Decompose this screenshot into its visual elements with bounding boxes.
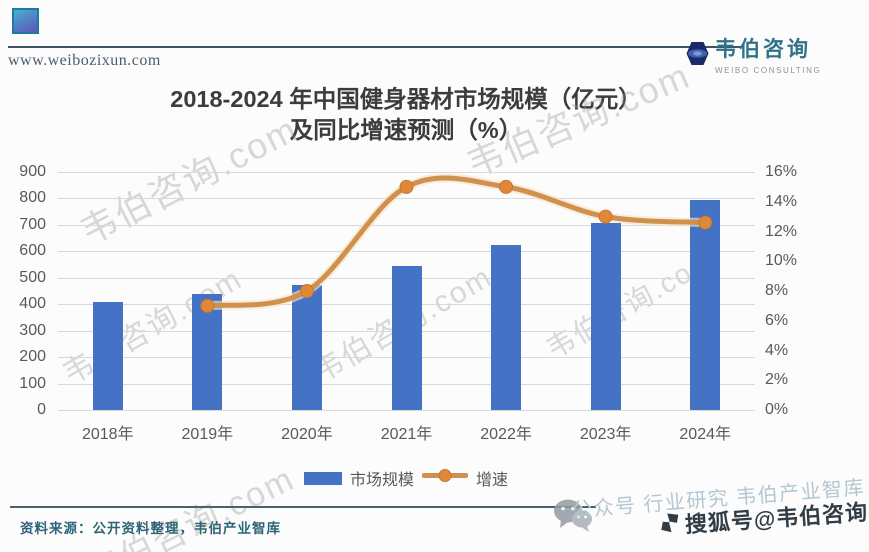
x-axis-tick: 2023年 (579, 426, 632, 443)
gridline (58, 251, 755, 253)
y-axis-left-tick: 700 (19, 215, 46, 233)
hexagon-gem-icon (686, 41, 709, 71)
line-marker (598, 209, 613, 224)
x-axis-tick: 2024年 (679, 426, 731, 443)
gridline (58, 172, 755, 173)
bar-2022年 (491, 244, 522, 410)
chart-title-line1: 2018-2024 年中国健身器材市场规模（亿元） (170, 86, 642, 112)
y-axis-right-tick: 2% (765, 371, 789, 389)
header-divider (8, 46, 744, 48)
legend-line-swatch (421, 468, 469, 488)
y-axis-left-tick: 500 (19, 268, 46, 286)
y-axis-right-tick: 10% (765, 252, 798, 270)
bar-2019年 (192, 294, 223, 410)
chart-title: 2018-2024 年中国健身器材市场规模（亿元） 及同比增速预测（%） (0, 84, 812, 146)
corner-logo-square (12, 8, 39, 34)
line-marker (299, 284, 314, 298)
y-axis-left-tick: 100 (19, 374, 46, 392)
chart-title-line2: 及同比增速预测（%） (289, 117, 523, 143)
y-axis-right-tick: 8% (765, 282, 789, 299)
bar-2018年 (92, 302, 123, 410)
y-axis-left-tick: 300 (19, 321, 46, 339)
y-axis-left-tick: 600 (19, 242, 46, 260)
line-marker (499, 179, 514, 194)
y-axis-right-tick: 16% (765, 163, 798, 180)
bar-2021年 (391, 266, 422, 410)
legend-bar-swatch (303, 471, 342, 485)
footer-divider (10, 506, 596, 508)
x-axis-tick: 2021年 (380, 426, 433, 443)
source-note: 资料来源：公开资料整理，韦伯产业智库 (20, 521, 281, 536)
bar-2020年 (291, 285, 322, 410)
x-axis-tick: 2018年 (81, 426, 134, 443)
line-marker (698, 215, 713, 230)
x-axis-tick: 2020年 (281, 426, 333, 443)
line-marker (200, 298, 215, 313)
y-axis-left-tick: 900 (19, 163, 46, 180)
legend-bar-label: 市场规模 (349, 472, 414, 489)
brand-block: 韦伯咨询 WEIBO CONSULTING (686, 33, 855, 75)
gridline (58, 198, 755, 200)
footer-sohu-line: 搜狐号@韦伯咨询 (659, 494, 869, 540)
sohu-logo-icon (659, 509, 683, 539)
line-marker (399, 179, 414, 194)
y-axis-right-tick: 12% (765, 222, 798, 240)
y-axis-left-tick: 800 (19, 189, 46, 207)
chart-legend: 市场规模 增速 (0, 466, 812, 490)
wechat-icon (553, 497, 593, 539)
y-axis-right-tick: 14% (765, 192, 798, 210)
y-axis-right-tick: 6% (765, 311, 789, 329)
y-axis-left-tick: 400 (19, 295, 46, 313)
brand-name: 韦伯咨询 (715, 37, 811, 61)
y-axis-right-tick: 0% (765, 401, 789, 418)
gridline (58, 224, 755, 226)
brand-subtitle: WEIBO CONSULTING (715, 66, 822, 75)
y-axis-right-tick: 4% (765, 341, 789, 359)
legend-line-label: 增速 (476, 472, 509, 489)
website-url: www.weibozixun.com (8, 52, 161, 69)
gridline (58, 410, 755, 411)
x-axis-tick: 2022年 (480, 426, 532, 443)
y-axis-left-tick: 200 (19, 348, 46, 366)
bar-2023年 (590, 223, 621, 410)
y-axis-left-tick: 0 (37, 401, 46, 418)
x-axis-tick: 2019年 (181, 426, 234, 443)
bar-2024年 (690, 199, 721, 410)
growth-line-chart (200, 173, 713, 313)
